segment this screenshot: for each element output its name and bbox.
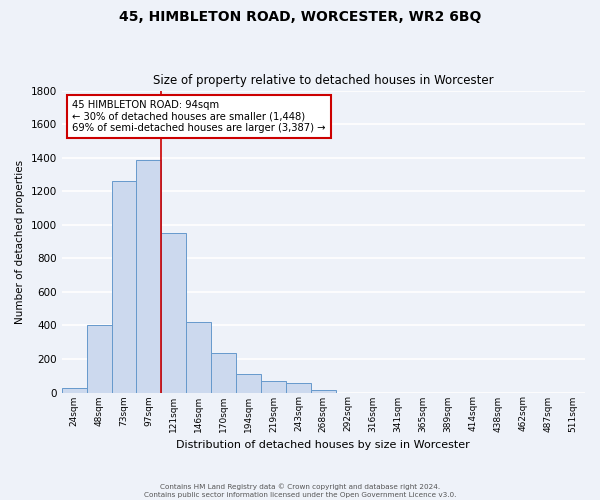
Text: 45 HIMBLETON ROAD: 94sqm
← 30% of detached houses are smaller (1,448)
69% of sem: 45 HIMBLETON ROAD: 94sqm ← 30% of detach… [72,100,326,133]
Bar [112,182,136,392]
Bar [261,381,286,392]
X-axis label: Distribution of detached houses by size in Worcester: Distribution of detached houses by size … [176,440,470,450]
Bar [236,374,261,392]
Bar [62,388,86,392]
Bar [186,322,211,392]
Bar [286,384,311,392]
Text: Contains HM Land Registry data © Crown copyright and database right 2024.
Contai: Contains HM Land Registry data © Crown c… [144,484,456,498]
Bar [211,353,236,393]
Title: Size of property relative to detached houses in Worcester: Size of property relative to detached ho… [153,74,494,87]
Text: 45, HIMBLETON ROAD, WORCESTER, WR2 6BQ: 45, HIMBLETON ROAD, WORCESTER, WR2 6BQ [119,10,481,24]
Bar [161,234,186,392]
Y-axis label: Number of detached properties: Number of detached properties [15,160,25,324]
Bar [311,390,336,392]
Bar [86,326,112,392]
Bar [136,160,161,392]
